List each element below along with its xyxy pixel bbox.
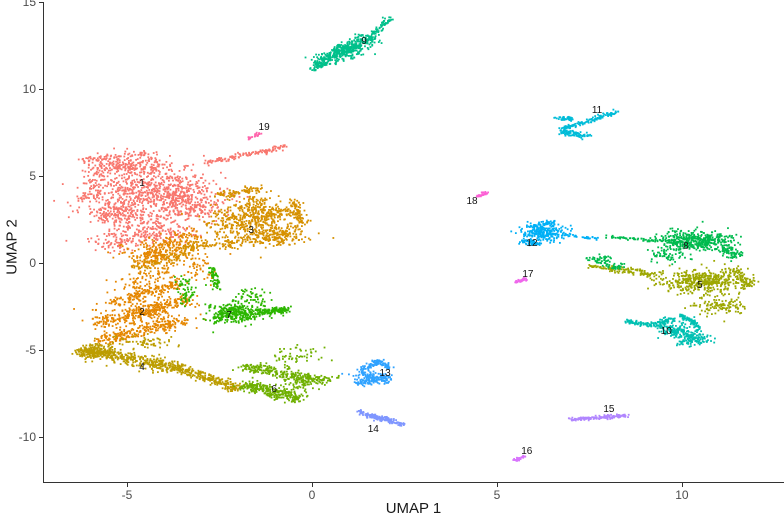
- cluster-label-2: 2: [139, 306, 145, 318]
- x-tick-mark: [311, 483, 313, 487]
- y-tick-mark: [39, 2, 43, 3]
- x-tick-mark: [681, 483, 683, 487]
- x-tick-label: 10: [675, 488, 689, 502]
- y-tick-mark: [39, 175, 43, 177]
- cluster-label-9: 9: [361, 36, 367, 47]
- y-tick-label: -5: [25, 342, 36, 357]
- y-tick-mark: [39, 262, 43, 264]
- cluster-label-8: 8: [683, 240, 689, 252]
- y-tick-label: 10: [22, 81, 36, 96]
- x-tick-label: -5: [121, 488, 133, 502]
- cluster-label-16: 16: [521, 445, 533, 457]
- x-axis-title: UMAP 1: [385, 500, 442, 517]
- cluster-label-13: 13: [379, 367, 391, 379]
- y-tick-label: 15: [22, 0, 36, 9]
- x-tick-mark: [496, 483, 498, 487]
- cluster-label-3: 3: [248, 224, 254, 236]
- cluster-label-11: 11: [591, 104, 603, 116]
- cluster-label-6: 6: [271, 383, 277, 395]
- y-tick-label: 5: [29, 168, 36, 183]
- cluster-label-5: 5: [697, 279, 703, 291]
- cluster-label-17: 17: [522, 268, 534, 280]
- y-tick-label: 0: [29, 255, 36, 270]
- cluster-label-15: 15: [603, 403, 615, 415]
- x-tick-label: 0: [308, 488, 316, 502]
- plot-panel: 1 2 3 4 5 6 7 8 9 10 11 12 13 14 15 16 17 18 19: [43, 2, 784, 483]
- cluster-label-12: 12: [526, 238, 538, 249]
- y-tick-mark: [39, 349, 43, 351]
- x-tick-mark: [126, 483, 128, 487]
- y-tick-label: -10: [18, 429, 36, 444]
- y-tick-mark: [39, 436, 43, 438]
- cluster-label-19: 19: [258, 121, 270, 133]
- scatter-points-canvas: [44, 2, 784, 482]
- cluster-label-10: 10: [660, 326, 672, 338]
- x-tick-label: 5: [493, 488, 501, 502]
- cluster-label-18: 18: [466, 195, 478, 207]
- y-tick-mark: [39, 88, 43, 90]
- cluster-label-4: 4: [139, 361, 145, 373]
- cluster-label-7: 7: [226, 310, 232, 322]
- cluster-label-1: 1: [139, 178, 145, 190]
- cluster-label-14: 14: [367, 423, 379, 435]
